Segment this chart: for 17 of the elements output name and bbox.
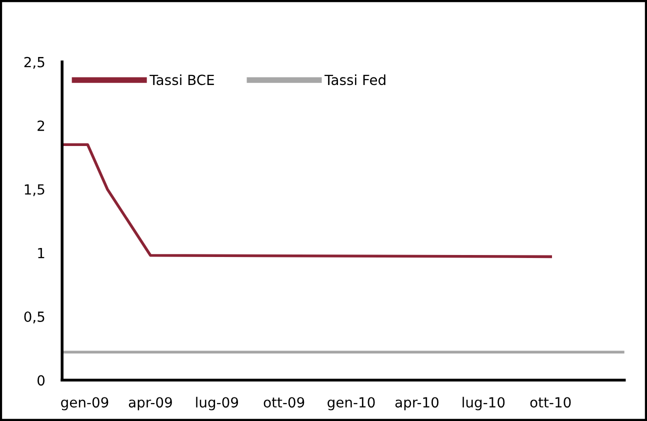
y-tick-label: 1,5 [24, 184, 44, 196]
line-series [62, 143, 552, 258]
x-tick-label: ott-10 [530, 397, 571, 408]
legend-label: Tassi Fed [324, 74, 386, 86]
x-tick-label: ott-09 [264, 397, 304, 408]
y-tick-label: 0 [38, 375, 45, 386]
y-tick-label: 0,5 [24, 311, 44, 324]
x-tick-label: lug-10 [462, 396, 505, 410]
y-tick-label: 1 [38, 248, 44, 258]
x-tick-label: apr-09 [128, 397, 172, 410]
y-tick-label: 2,5 [24, 56, 44, 69]
x-tick-label: lug-09 [196, 396, 238, 410]
x-tick-label: gen-09 [61, 397, 108, 410]
x-tick-label: gen-10 [328, 397, 375, 410]
legend-label: Tassi BCE [150, 74, 214, 86]
y-tick-label: 2 [38, 120, 44, 131]
x-tick-label: apr-10 [395, 397, 438, 410]
